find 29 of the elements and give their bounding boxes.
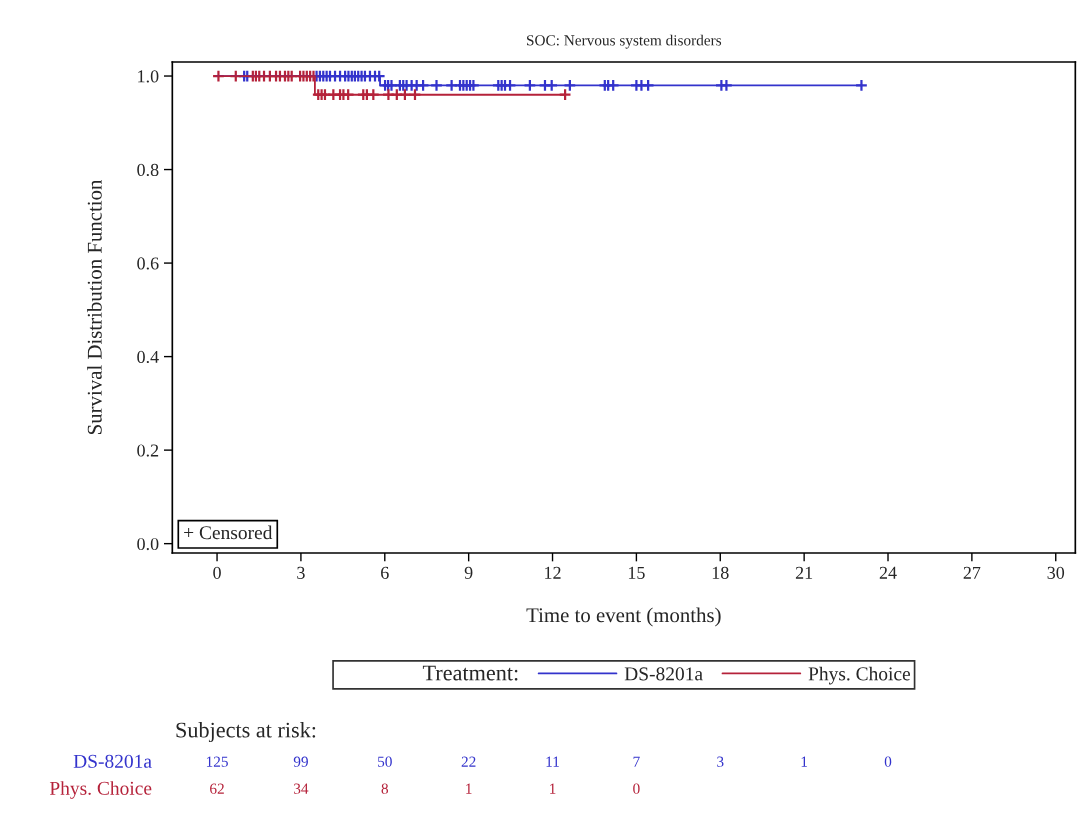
- x-tick-label: 27: [963, 566, 981, 579]
- legend-label: DS-8201a: [624, 667, 703, 681]
- legend-label: Phys. Choice: [808, 666, 911, 685]
- x-tick-label: 0: [213, 566, 221, 579]
- x-tick-label: 12: [545, 566, 561, 579]
- text: Subjects at risk:: [176, 721, 316, 743]
- text: Phys. Choice: [49, 781, 152, 799]
- y-tick-label: 0.0: [137, 537, 159, 551]
- x-axis-title: Time to event (months): [526, 607, 721, 627]
- x-tick-label: 30: [1047, 566, 1065, 579]
- text: DS-8201a: [73, 754, 152, 768]
- y-tick-label: 0.2: [137, 444, 159, 457]
- legend-title: Treatment:: [422, 665, 518, 681]
- y-axis-title: Survival Distribution Function: [87, 179, 102, 434]
- y-tick-label: 0.4: [137, 350, 159, 364]
- y-tick-label: 1.0: [138, 70, 159, 83]
- x-tick-label: 3: [297, 566, 305, 579]
- x-tick-label: 9: [464, 566, 473, 579]
- x-tick-label: 6: [381, 566, 389, 579]
- x-tick-label: 18: [712, 566, 729, 579]
- x-tick-label: 21: [795, 566, 813, 579]
- text: 125 99 50 22 11 7 3 1 0: [206, 756, 892, 767]
- x-tick-label: 15: [628, 566, 645, 579]
- y-tick-label: 0.8: [137, 163, 159, 177]
- chart-title: SOC: Nervous system disorders: [527, 34, 722, 49]
- annotation: + Censored: [184, 525, 273, 540]
- x-tick-label: 24: [879, 566, 897, 579]
- text: 62 34 8 1 1 0: [210, 783, 640, 794]
- y-tick-label: 0.6: [137, 257, 159, 270]
